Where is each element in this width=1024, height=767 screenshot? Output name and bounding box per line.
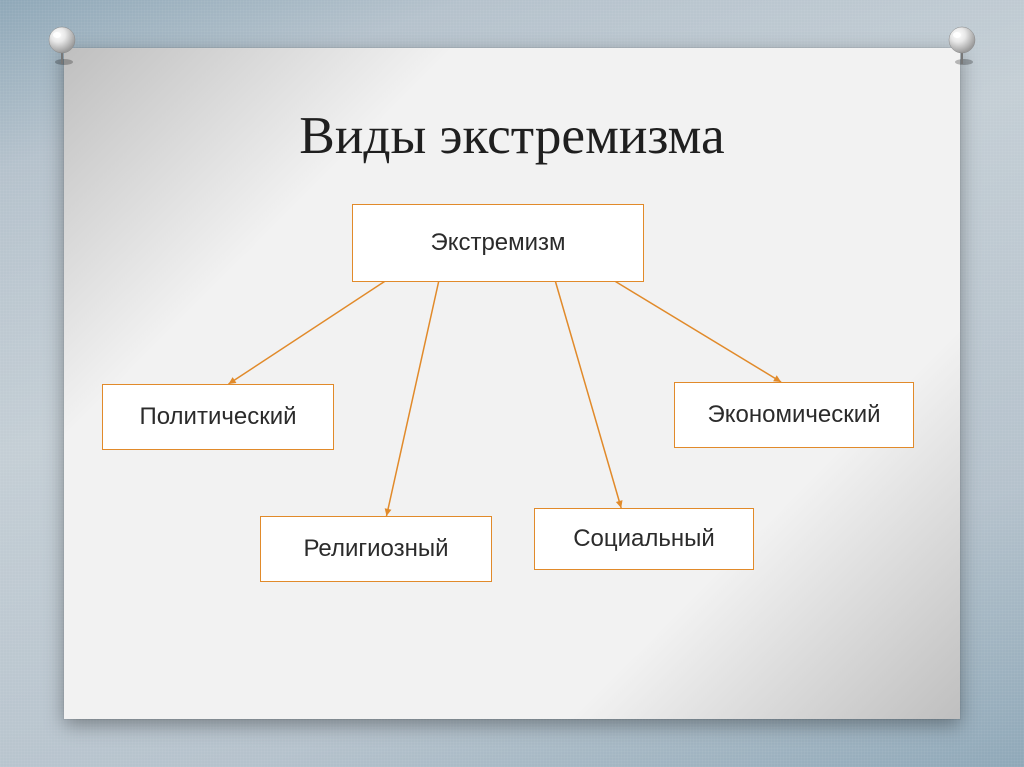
canvas-background: Виды экстремизма Экстремизм Политический…: [0, 0, 1024, 767]
pushpin-icon: [40, 24, 84, 68]
slide-inner: Виды экстремизма Экстремизм Политический…: [64, 48, 960, 719]
diagram-node-religious: Религиозный: [260, 516, 492, 582]
diagram-node-root: Экстремизм: [352, 204, 644, 282]
slide-title: Виды экстремизма: [64, 104, 960, 166]
diagram-node-economic: Экономический: [674, 382, 914, 448]
pushpin-icon: [940, 24, 984, 68]
diagram-node-social: Социальный: [534, 508, 754, 570]
diagram-node-political: Политический: [102, 384, 334, 450]
slide-card: Виды экстремизма Экстремизм Политический…: [64, 48, 960, 719]
